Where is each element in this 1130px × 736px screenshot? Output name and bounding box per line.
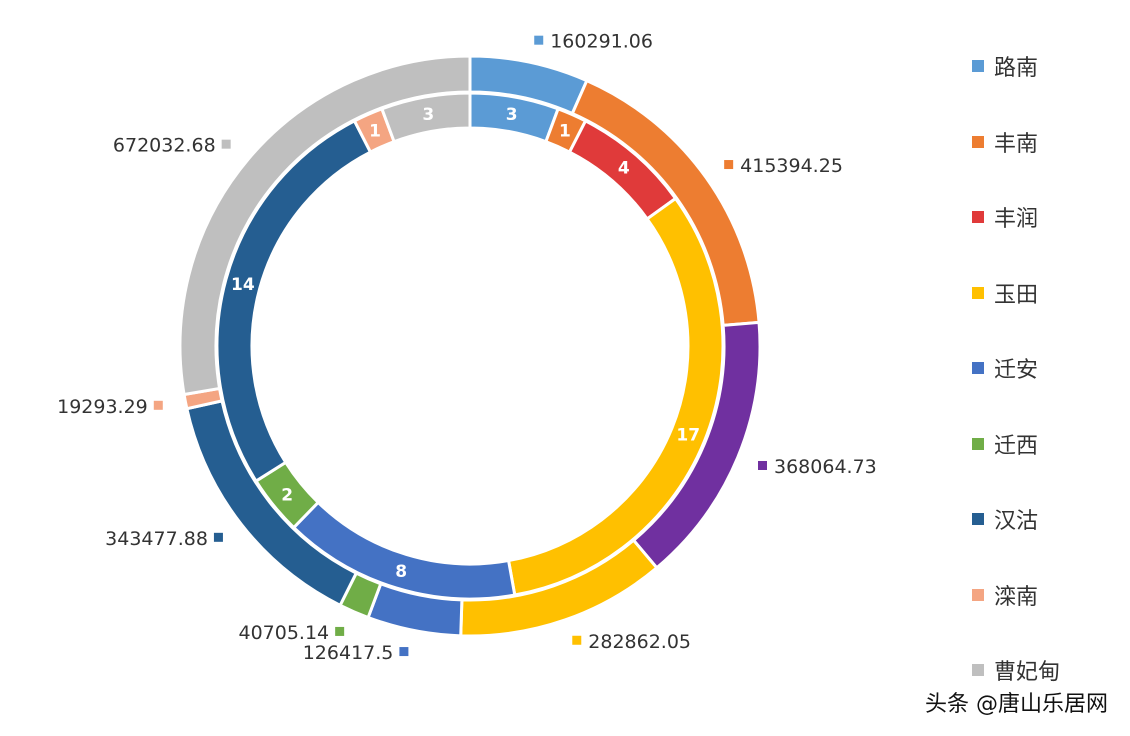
outer-label-marker [534,35,544,45]
legend-item: 丰润 [972,197,1038,237]
legend-item: 路南 [972,46,1038,86]
legend-swatch [972,664,984,676]
inner-ring [215,91,725,601]
legend-item: 滦南 [972,575,1038,615]
inner-ring-segment-8 [379,91,472,144]
outer-label-marker [153,400,163,410]
legend-item: 汉沽 [972,499,1038,539]
inner-ring-label: 8 [395,562,407,582]
legend-label: 曹妃甸 [994,660,1061,685]
legend-label: 玉田 [994,282,1039,308]
outer-ring-label: 160291.06 [550,31,653,53]
outer-ring-label: 415394.25 [740,155,843,177]
legend-label: 路南 [994,56,1039,81]
outer-ring-label: 672032.68 [113,135,216,157]
legend-swatch [972,286,984,299]
outer-ring-labels: 160291.06 415394.25 368064.73 282862.05 1264… [57,31,877,664]
legend-item: 玉田 [972,273,1038,313]
legend-item: 迁西 [972,424,1038,464]
outer-label-marker [221,139,231,149]
legend-swatch [972,211,984,223]
legend-item: 迁安 [972,348,1038,388]
legend-label: 滦南 [994,584,1039,610]
inner-ring-label: 2 [281,485,293,505]
outer-ring-label: 368064.73 [774,456,877,478]
legend-label: 丰润 [994,207,1039,232]
inner-ring-label: 4 [618,159,630,179]
outer-label-marker [758,460,768,470]
inner-ring-label: 3 [422,105,434,125]
legend-label: 迁安 [994,358,1039,383]
legend-label: 迁西 [994,433,1039,459]
outer-label-marker [213,532,223,542]
inner-ring-label: 3 [506,105,518,125]
outer-ring-label: 19293.29 [57,396,148,418]
legend-label: 丰南 [994,131,1039,157]
outer-label-marker [572,635,582,645]
legend-swatch [972,135,984,148]
legend-swatch [972,513,984,525]
outer-ring-label: 40705.14 [238,622,329,644]
legend-item: 曹妃甸 [972,650,1060,690]
inner-ring-label: 1 [369,121,381,141]
source-watermark: 头条 @唐山乐居网 [925,692,1108,717]
outer-ring-label: 343477.88 [105,528,208,550]
inner-ring-label: 14 [231,275,255,295]
outer-label-marker [724,160,734,170]
outer-ring [178,54,762,638]
outer-ring-label: 282862.05 [588,631,691,653]
legend-item: 丰南 [972,122,1038,162]
legend-swatch [972,588,984,601]
outer-label-marker [335,626,345,636]
legend-label: 汉沽 [994,509,1039,534]
inner-ring-label: 1 [559,121,571,141]
inner-ring-label: 17 [676,426,700,446]
legend-swatch [972,362,984,374]
outer-ring-label: 126417.5 [303,642,394,664]
legend-swatch [972,437,984,450]
outer-label-marker [399,647,409,657]
legend-swatch [972,60,984,72]
